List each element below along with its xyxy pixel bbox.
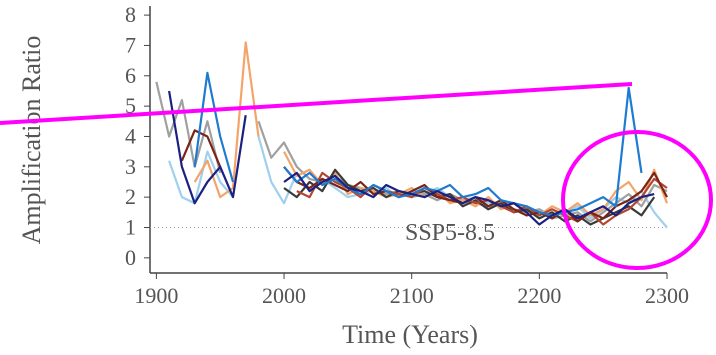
x-tick-label: 2300 — [645, 283, 689, 308]
series-line — [155, 81, 668, 223]
x-axis-label: Time (Years) — [342, 320, 478, 349]
highlight-ellipse — [561, 130, 713, 270]
x-tick-label: 2100 — [390, 283, 434, 308]
x-tick-label: 2200 — [517, 283, 561, 308]
series-line — [193, 41, 669, 217]
y-tick-label: 5 — [125, 93, 136, 118]
y-tick-label: 2 — [125, 184, 136, 209]
y-tick-label: 7 — [125, 32, 136, 57]
annotation: SSP5-8.5 — [405, 220, 495, 246]
y-tick-label: 1 — [125, 214, 136, 239]
series-line — [283, 168, 656, 226]
y-tick-label: 6 — [125, 63, 136, 88]
highlight-line — [0, 82, 633, 125]
y-tick-label: 0 — [125, 245, 136, 270]
series-line — [168, 90, 655, 226]
y-tick-label: 4 — [125, 123, 136, 148]
x-tick-label: 1900 — [134, 283, 178, 308]
plot-area: 0 1 2 3 4 5 6 7 8 1900 2000 2100 2200 2300 — [125, 2, 689, 308]
y-axis-label: Amplification Ratio — [17, 36, 46, 245]
x-tick-label: 2000 — [262, 283, 306, 308]
y-tick-label: 3 — [125, 154, 136, 179]
y-tick-label: 8 — [125, 2, 136, 27]
